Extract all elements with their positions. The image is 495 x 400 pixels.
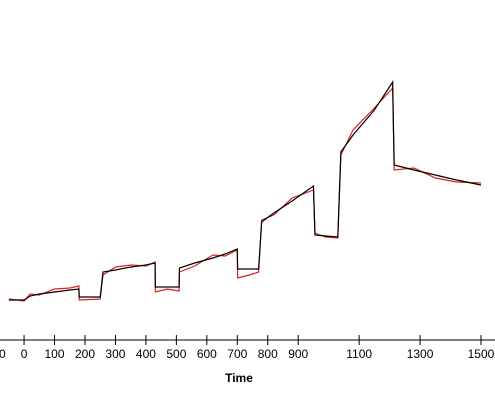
x-tick-label: 900: [288, 347, 308, 361]
x-tick-label: -100: [0, 347, 6, 361]
x-tick-label: 300: [105, 347, 125, 361]
x-tick-label: 700: [227, 347, 247, 361]
x-tick-label: 100: [45, 347, 65, 361]
x-tick-label: 1500: [468, 347, 495, 361]
x-tick-label: 400: [136, 347, 156, 361]
x-tick-label: 0: [21, 347, 28, 361]
x-tick-label: 800: [258, 347, 278, 361]
x-tick-label: 600: [197, 347, 217, 361]
x-tick-label: 1300: [407, 347, 434, 361]
x-tick-label: 200: [75, 347, 95, 361]
x-tick-label: 1100: [346, 347, 372, 361]
series-line: [8, 80, 482, 301]
x-axis-title: Time: [225, 371, 253, 385]
x-tick-label: 500: [166, 347, 186, 361]
